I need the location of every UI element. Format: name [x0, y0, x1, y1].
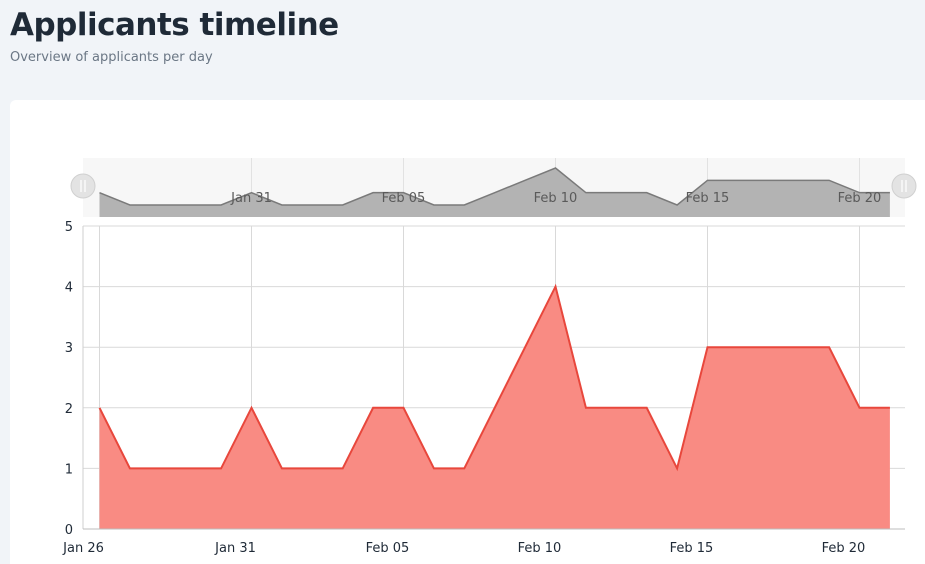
navigator-tick-label: Feb 20	[838, 191, 882, 206]
data-point[interactable]	[188, 465, 194, 471]
y-tick-label: 3	[65, 341, 73, 356]
y-tick-label: 5	[65, 220, 73, 235]
series-line	[98, 283, 890, 472]
page-title: Applicants timeline	[10, 7, 339, 43]
data-point[interactable]	[218, 465, 224, 471]
x-tick-label: Feb 20	[822, 541, 866, 556]
data-point[interactable]	[644, 405, 650, 411]
data-point[interactable]	[765, 344, 771, 350]
x-tick-label: Feb 15	[670, 541, 714, 556]
data-point[interactable]	[887, 405, 893, 411]
data-point[interactable]	[431, 465, 437, 471]
x-tick-label: Feb 05	[366, 541, 410, 556]
y-tick-label: 2	[65, 402, 73, 417]
chart-card: Jan 31 Feb 05 Feb 10 Feb 15 Feb 20 0 1 2 3 4 5 Jan …	[10, 100, 925, 564]
navigator-tick-label: Jan 31	[230, 191, 272, 206]
data-point[interactable]	[127, 465, 133, 471]
y-tick-label: 4	[65, 281, 73, 296]
data-point[interactable]	[401, 405, 407, 411]
data-point[interactable]	[826, 344, 832, 350]
data-point[interactable]	[735, 344, 741, 350]
data-point[interactable]	[370, 405, 376, 411]
navigator-left-handle[interactable]	[70, 173, 96, 199]
data-point[interactable]	[522, 344, 528, 350]
data-point[interactable]	[553, 284, 559, 290]
x-tick-label: Feb 10	[518, 541, 562, 556]
data-point[interactable]	[309, 465, 315, 471]
applicants-chart: Jan 31 Feb 05 Feb 10 Feb 15 Feb 20 0 1 2 3 4 5 Jan …	[62, 158, 917, 556]
data-point[interactable]	[492, 405, 498, 411]
navigator-tick-label: Feb 05	[382, 191, 426, 206]
x-tick-label: Jan 31	[214, 541, 256, 556]
data-point[interactable]	[613, 405, 619, 411]
y-tick-label: 1	[65, 462, 73, 477]
navigator-tick-label: Feb 10	[534, 191, 578, 206]
page-subtitle: Overview of applicants per day	[10, 50, 213, 65]
navigator-series-area	[99, 168, 890, 217]
navigator-tick-label: Feb 15	[686, 191, 730, 206]
data-point[interactable]	[279, 465, 285, 471]
data-point[interactable]	[340, 465, 346, 471]
data-point[interactable]	[857, 405, 863, 411]
navigator-right-handle[interactable]	[891, 173, 917, 199]
data-point[interactable]	[674, 465, 680, 471]
data-point[interactable]	[97, 405, 103, 411]
navigator-series-line	[99, 167, 890, 206]
y-tick-label: 0	[65, 523, 73, 538]
x-tick-label: Jan 26	[62, 541, 104, 556]
data-point[interactable]	[249, 405, 255, 411]
data-point[interactable]	[705, 344, 711, 350]
data-point[interactable]	[796, 344, 802, 350]
data-point[interactable]	[157, 465, 163, 471]
data-point[interactable]	[583, 405, 589, 411]
data-point[interactable]	[461, 465, 467, 471]
